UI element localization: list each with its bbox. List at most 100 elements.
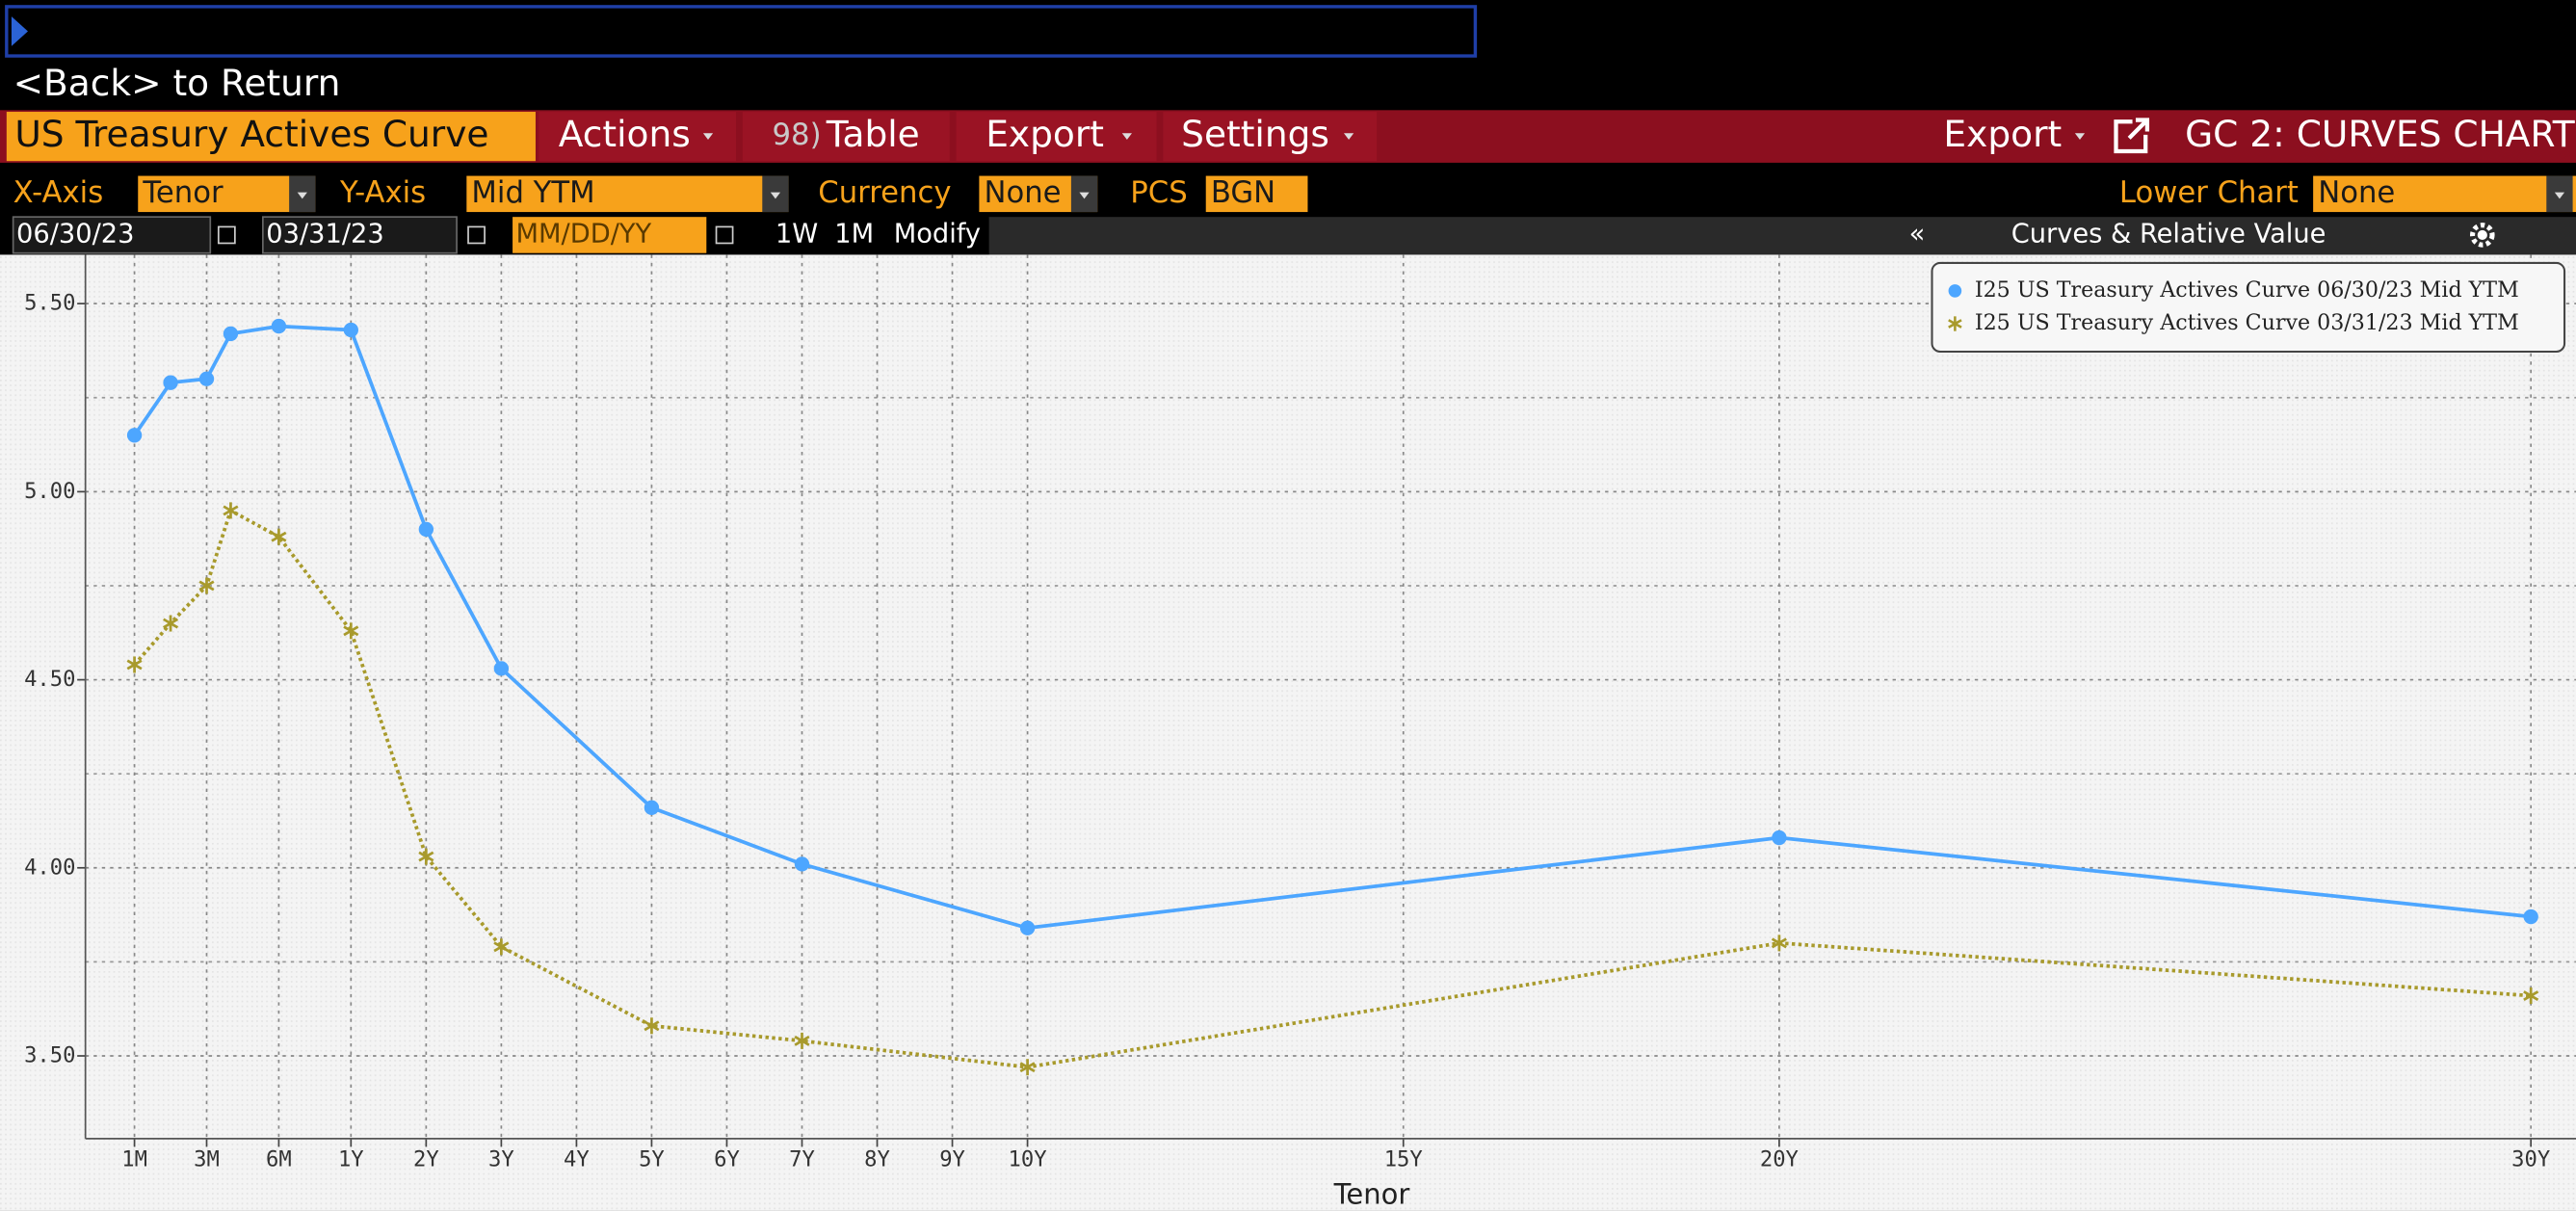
- asterisk-stroke: [644, 1020, 660, 1032]
- calendar-icon[interactable]: [217, 225, 236, 245]
- x-tick-label: 8Y: [864, 1147, 890, 1172]
- dropdown-arrow: [1121, 133, 1132, 141]
- legend-label: I25 US Treasury Actives Curve 06/30/23 M…: [1975, 277, 2519, 303]
- currency-value[interactable]: None: [985, 176, 1062, 210]
- popout-icon[interactable]: [2114, 118, 2150, 154]
- y-tick-label: 4.50: [24, 667, 75, 692]
- x-tick-label: 1M: [121, 1147, 147, 1172]
- calendar-icon[interactable]: [467, 225, 486, 245]
- point: [418, 848, 434, 865]
- command-line[interactable]: [5, 5, 1478, 58]
- chart-background: [0, 254, 2576, 1211]
- point: [163, 375, 178, 390]
- asterisk-stroke: [1948, 319, 1962, 329]
- point: [126, 428, 143, 443]
- title-tab: [6, 112, 536, 162]
- one-month-button[interactable]: 1M: [834, 219, 874, 249]
- lower-chart-value[interactable]: None: [2318, 176, 2395, 210]
- pcs-field[interactable]: [1205, 175, 1308, 213]
- date-1[interactable]: 06/30/23: [16, 219, 134, 249]
- point: [271, 528, 287, 545]
- point: [126, 656, 143, 673]
- y-axis-label: Y-Axis: [339, 176, 426, 210]
- settings-label[interactable]: Settings: [1181, 113, 1329, 155]
- modify-button[interactable]: Modify: [894, 219, 981, 249]
- point: [1019, 920, 1036, 935]
- date-field[interactable]: [513, 217, 707, 253]
- point: [2523, 987, 2539, 1005]
- asterisk-stroke: [198, 580, 215, 592]
- point: [198, 371, 215, 386]
- x-tick-label: 2Y: [413, 1147, 439, 1172]
- x-tick-label: 3M: [194, 1147, 220, 1172]
- date-3[interactable]: MM/DD/YY: [515, 219, 651, 249]
- dropdown-arrow: [2554, 192, 2565, 199]
- y-axis-value[interactable]: Mid YTM: [471, 176, 594, 210]
- point: [198, 577, 215, 594]
- point: [343, 622, 359, 640]
- dropdown-arrow: [702, 133, 714, 141]
- asterisk-stroke: [126, 659, 143, 671]
- point: [1772, 829, 1787, 846]
- point: [418, 521, 434, 538]
- asterisk-stroke: [163, 618, 179, 629]
- point: [1771, 935, 1787, 952]
- date-field[interactable]: [262, 216, 458, 254]
- y-axis-field[interactable]: [466, 175, 789, 213]
- export-label[interactable]: Export: [986, 113, 1104, 155]
- settings-menu[interactable]: [1163, 112, 1378, 162]
- panel-bar: [988, 217, 2576, 255]
- chart-name: GC 2: CURVES CHART: [2185, 113, 2576, 155]
- point: [2523, 908, 2538, 925]
- actions-menu[interactable]: [539, 112, 736, 162]
- asterisk-stroke: [343, 625, 359, 637]
- table-number[interactable]: 98): [773, 118, 822, 152]
- asterisk-stroke: [794, 1035, 810, 1046]
- date-2[interactable]: 03/31/23: [266, 219, 383, 249]
- dropdown-arrow: [1343, 133, 1354, 141]
- collapse-button[interactable]: «: [1909, 219, 1926, 249]
- back-link[interactable]: <Back> to Return: [13, 62, 341, 104]
- toolbar-title: US Treasury Actives Curve: [14, 113, 488, 155]
- table-button[interactable]: [742, 112, 950, 162]
- export-right-label[interactable]: Export: [1943, 113, 2062, 155]
- x-tick-label: 5Y: [639, 1147, 665, 1172]
- calendar-icon[interactable]: [715, 225, 734, 245]
- x-axis-value[interactable]: Tenor: [142, 176, 223, 210]
- dropdown-arrow: [2074, 133, 2086, 141]
- x-tick-label: 10Y: [1009, 1147, 1047, 1172]
- asterisk-stroke: [271, 531, 287, 542]
- y-tick-label: 4.00: [24, 855, 75, 880]
- gear-icon[interactable]: [2470, 223, 2495, 248]
- x-axis-field[interactable]: [138, 175, 316, 213]
- asterisk-stroke: [1019, 1062, 1036, 1073]
- pcs-value[interactable]: BGN: [1211, 176, 1275, 210]
- lower-chart-field[interactable]: [2313, 175, 2576, 213]
- date-field[interactable]: [12, 216, 212, 254]
- y-tick-label: 5.50: [24, 291, 75, 316]
- asterisk-stroke: [223, 505, 239, 516]
- x-tick-label: 6Y: [714, 1147, 740, 1172]
- asterisk-stroke: [1771, 937, 1787, 949]
- asterisk-stroke: [2523, 990, 2539, 1001]
- legend-box: [1931, 261, 2566, 354]
- legend: I25 US Treasury Actives Curve 06/30/23 M…: [1931, 261, 2566, 354]
- y-tick-label: 3.50: [24, 1042, 75, 1067]
- asterisk-stroke: [493, 941, 510, 953]
- x-tick-label: 3Y: [488, 1147, 514, 1172]
- table-label[interactable]: Table: [826, 113, 920, 155]
- x-tick-label: 1Y: [338, 1147, 364, 1172]
- legend-label: I25 US Treasury Actives Curve 03/31/23 M…: [1975, 310, 2519, 335]
- export-menu[interactable]: [956, 112, 1157, 162]
- actions-label[interactable]: Actions: [559, 113, 691, 155]
- x-tick-label: 6M: [266, 1147, 292, 1172]
- point: [343, 322, 358, 338]
- panel-title[interactable]: Curves & Relative Value: [2011, 219, 2326, 249]
- command-cursor: [11, 16, 28, 46]
- point: [223, 502, 239, 519]
- point: [223, 326, 239, 342]
- one-week-button[interactable]: 1W: [775, 219, 818, 249]
- point: [271, 318, 287, 334]
- lower-chart-label: Lower Chart: [2119, 176, 2299, 210]
